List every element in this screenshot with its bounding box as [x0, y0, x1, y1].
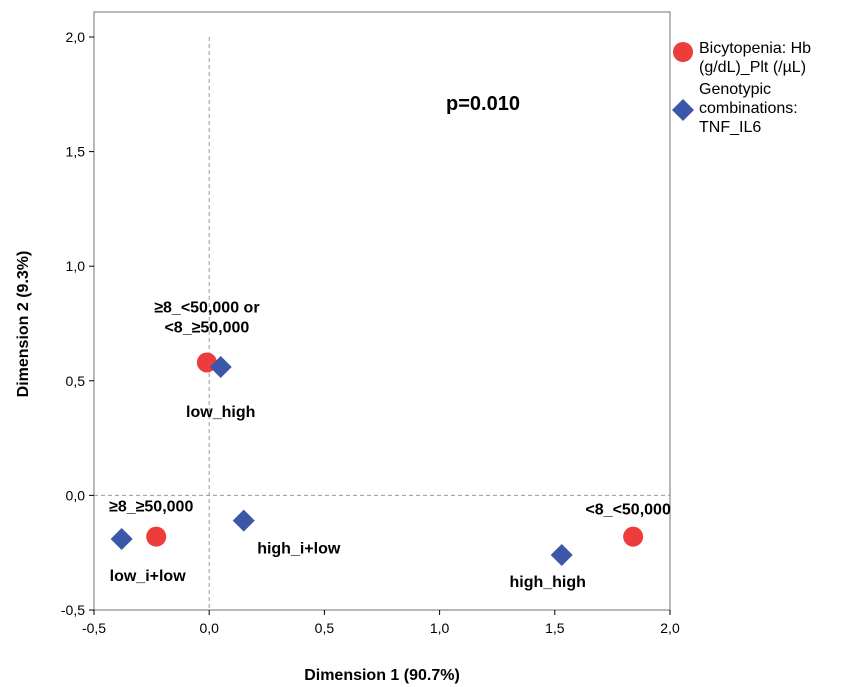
x-tick-label: 1,5 [545, 620, 565, 636]
x-tick-label: 2,0 [660, 620, 680, 636]
point-label-line: ≥8_<50,000 or [154, 299, 259, 316]
y-tick-label: 0,0 [66, 487, 86, 503]
legend-label: Bicytopenia: Hb (g/dL)_Plt (/µL) [699, 40, 811, 76]
point-label-line: low_i+low [110, 568, 187, 585]
point-label-line: high_i+low [257, 541, 341, 558]
x-tick-label: 0,5 [315, 620, 335, 636]
genotype-point [550, 543, 573, 566]
y-axis-title: Dimension 2 (9.3%) [15, 251, 32, 398]
point-label: <8_<50,000 [585, 502, 671, 519]
y-tick-label: 1,0 [66, 258, 86, 274]
plot-frame [93, 11, 671, 611]
genotype-point [209, 356, 232, 379]
point-label-line: low_high [186, 404, 255, 421]
point-label: high_i+low [257, 541, 341, 558]
x-tick-label: -0,5 [82, 620, 106, 636]
y-tick-label: 2,0 [66, 29, 86, 45]
x-tick-label: 1,0 [430, 620, 450, 636]
legend-label-line: TNF_IL6 [699, 119, 761, 136]
point-label: ≥8_<50,000 or <8_≥50,000 [154, 299, 259, 336]
genotype-point [110, 527, 133, 550]
x-axis-ticks: -0,5 0,0 0,5 1,0 1,5 2,0 [82, 610, 680, 636]
data-points [110, 352, 644, 566]
y-tick-label: 0,5 [66, 373, 86, 389]
y-tick-label: -0,5 [61, 602, 85, 618]
x-tick-label: 0,0 [199, 620, 219, 636]
point-label: low_i+low [110, 568, 187, 585]
legend-circle-icon [673, 42, 693, 62]
point-labels: ≥8_<50,000 or <8_≥50,000 ≥8_≥50,000 <8_<50,… [109, 299, 671, 591]
legend-label-line: Genotypic [699, 81, 771, 98]
legend-label: Genotypic combinations: TNF_IL6 [699, 81, 798, 136]
legend: Bicytopenia: Hb (g/dL)_Plt (/µL) Genotypic… [672, 40, 811, 136]
x-axis-title: Dimension 1 (90.7%) [304, 667, 460, 684]
p-value-annotation: p=0.010 [446, 93, 520, 115]
point-label-line: <8_<50,000 [585, 502, 671, 519]
bicytopenia-point [623, 526, 644, 547]
bicytopenia-point [146, 526, 167, 547]
point-label-line: high_high [509, 574, 585, 591]
y-axis-ticks: -0,5 0,0 0,5 1,0 1,5 2,0 [61, 29, 94, 618]
y-tick-label: 1,5 [66, 144, 86, 160]
point-label: low_high [186, 404, 255, 421]
legend-diamond-icon [672, 99, 694, 121]
legend-label-line: combinations: [699, 100, 798, 117]
point-label: high_high [509, 574, 585, 591]
point-label-line: <8_≥50,000 [164, 319, 249, 336]
point-label-line: ≥8_≥50,000 [109, 499, 193, 516]
legend-label-line: (g/dL)_Plt (/µL) [699, 59, 806, 76]
point-label: ≥8_≥50,000 [109, 499, 193, 516]
legend-label-line: Bicytopenia: Hb [699, 40, 811, 57]
genotype-point [232, 509, 255, 532]
